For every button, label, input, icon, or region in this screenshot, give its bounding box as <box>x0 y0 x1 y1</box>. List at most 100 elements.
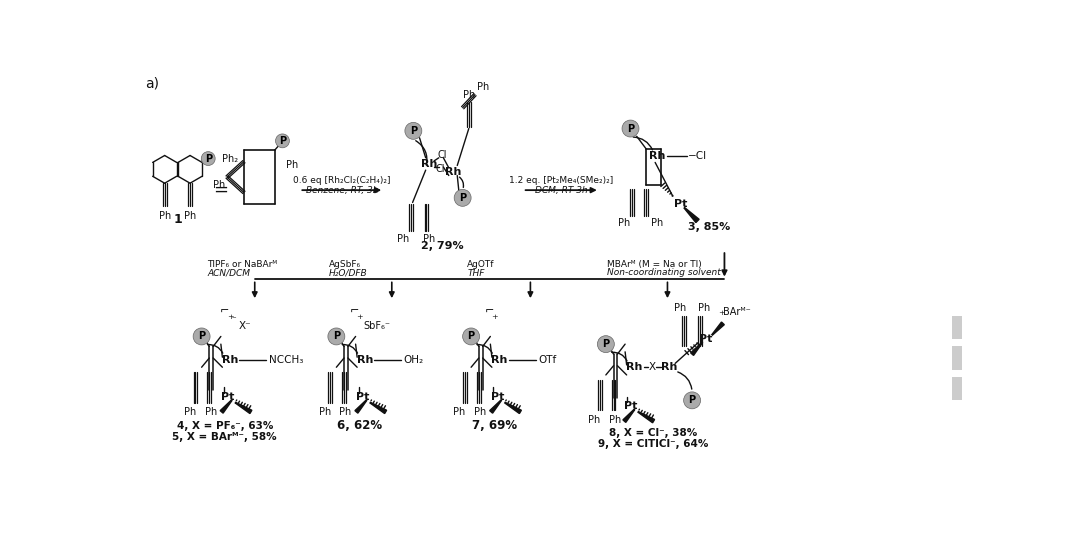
Text: 1.2 eq. [Pt₂Me₄(SMe₂)₂]: 1.2 eq. [Pt₂Me₄(SMe₂)₂] <box>509 177 613 185</box>
Bar <box>953 316 961 339</box>
Text: ⁺: ⁺ <box>491 313 498 326</box>
Text: AgOTf: AgOTf <box>468 261 495 269</box>
Text: Ph: Ph <box>205 407 217 417</box>
Circle shape <box>455 189 471 207</box>
Text: Ph: Ph <box>285 160 298 171</box>
Text: Rh: Rh <box>445 167 461 177</box>
Text: OH₂: OH₂ <box>403 355 423 365</box>
Text: 6, 62%: 6, 62% <box>337 419 382 432</box>
Text: 0.6 eq [Rh₂Cl₂(C₂H₄)₂]: 0.6 eq [Rh₂Cl₂(C₂H₄)₂] <box>293 177 391 185</box>
Text: Ph: Ph <box>159 210 171 221</box>
Text: Pt: Pt <box>490 391 504 402</box>
Text: Rh: Rh <box>661 362 677 372</box>
Text: P: P <box>689 395 696 405</box>
Text: Non-coordinating solvent: Non-coordinating solvent <box>607 268 721 277</box>
Text: Ph₂: Ph₂ <box>222 154 239 164</box>
Text: Ph: Ph <box>184 210 197 221</box>
Circle shape <box>328 328 345 345</box>
Text: Ph: Ph <box>319 407 330 417</box>
Text: ⁺: ⁺ <box>356 313 363 326</box>
Polygon shape <box>638 411 654 423</box>
Polygon shape <box>235 402 252 414</box>
Text: Pt: Pt <box>699 334 713 344</box>
Text: BArᴹ⁻: BArᴹ⁻ <box>723 307 751 317</box>
Circle shape <box>405 123 422 140</box>
Polygon shape <box>220 400 232 413</box>
Text: X: X <box>648 362 656 372</box>
Circle shape <box>193 328 211 345</box>
Polygon shape <box>690 342 702 355</box>
Text: 5, X = BArᴹ⁻, 58%: 5, X = BArᴹ⁻, 58% <box>173 432 278 441</box>
Text: Ph: Ph <box>589 415 600 425</box>
Text: 1: 1 <box>174 213 183 226</box>
Circle shape <box>201 152 215 166</box>
Text: SbF₆⁻: SbF₆⁻ <box>363 320 390 331</box>
Polygon shape <box>712 322 725 335</box>
Text: P: P <box>626 124 634 134</box>
Text: 9, X = ClTlCl⁻, 64%: 9, X = ClTlCl⁻, 64% <box>598 439 708 449</box>
Circle shape <box>622 120 639 137</box>
Text: Ph: Ph <box>213 180 226 190</box>
Text: Pt: Pt <box>674 199 687 209</box>
Text: P: P <box>198 331 205 341</box>
Text: 3, 85%: 3, 85% <box>688 222 730 232</box>
Text: Ph: Ph <box>651 218 663 228</box>
Polygon shape <box>504 402 522 414</box>
Text: ⌐: ⌐ <box>350 307 360 317</box>
Text: NCCH₃: NCCH₃ <box>269 355 303 365</box>
Text: −Cl: −Cl <box>688 152 707 161</box>
Text: P: P <box>333 331 340 341</box>
Text: Ph: Ph <box>462 90 475 100</box>
Text: TIPF₆ or NaBArᴹ: TIPF₆ or NaBArᴹ <box>207 261 278 269</box>
Text: DCM, RT 3h: DCM, RT 3h <box>535 186 588 196</box>
Text: Cl: Cl <box>437 150 447 160</box>
Bar <box>953 377 961 401</box>
Text: AgSbF₆: AgSbF₆ <box>328 261 361 269</box>
Text: Rh: Rh <box>649 152 665 161</box>
Text: P: P <box>279 136 286 146</box>
Text: Ph: Ph <box>397 234 409 244</box>
Text: ACN/DCM: ACN/DCM <box>207 269 249 278</box>
Text: Pt: Pt <box>355 391 369 402</box>
Bar <box>953 347 961 370</box>
Text: P: P <box>468 331 475 341</box>
Text: Pt: Pt <box>624 401 637 411</box>
Circle shape <box>275 134 289 148</box>
Text: ⌐: ⌐ <box>220 307 229 317</box>
Text: 7, 69%: 7, 69% <box>472 419 516 432</box>
Text: Rh: Rh <box>221 355 239 365</box>
Text: OTf: OTf <box>538 355 556 365</box>
Text: ⌐: ⌐ <box>485 307 495 317</box>
Text: ⁺: ⁺ <box>718 309 725 322</box>
Text: Rh: Rh <box>420 159 437 169</box>
Text: a): a) <box>146 76 160 90</box>
Text: P: P <box>205 154 212 164</box>
Text: Ph: Ph <box>476 82 489 92</box>
Text: Ph: Ph <box>454 407 465 417</box>
Text: Cl: Cl <box>435 164 445 173</box>
Polygon shape <box>489 400 501 413</box>
Polygon shape <box>355 400 367 413</box>
Text: Ph: Ph <box>474 407 486 417</box>
Text: P: P <box>603 339 609 349</box>
Text: Benzene, RT, 3h: Benzene, RT, 3h <box>306 186 378 196</box>
Circle shape <box>462 328 480 345</box>
Text: Ph: Ph <box>618 218 631 228</box>
Text: Ph: Ph <box>184 407 197 417</box>
Polygon shape <box>370 402 387 414</box>
Text: 2, 79%: 2, 79% <box>420 241 463 251</box>
Text: =: = <box>214 181 228 199</box>
Text: Rh: Rh <box>356 355 373 365</box>
Text: P: P <box>409 126 417 136</box>
Text: Rh: Rh <box>626 362 643 372</box>
Polygon shape <box>623 409 635 422</box>
Text: MBArᴹ (M = Na or Tl): MBArᴹ (M = Na or Tl) <box>607 259 702 269</box>
Circle shape <box>597 336 615 353</box>
Text: 8, X = Cl⁻, 38%: 8, X = Cl⁻, 38% <box>609 428 698 439</box>
Text: Rh: Rh <box>491 355 508 365</box>
Text: 4, X = PF₆⁻, 63%: 4, X = PF₆⁻, 63% <box>176 421 273 431</box>
Text: H₂O/DFB: H₂O/DFB <box>328 269 367 278</box>
Text: Ph: Ph <box>698 303 710 313</box>
Text: Pt: Pt <box>221 391 234 402</box>
Text: THF: THF <box>468 269 485 278</box>
